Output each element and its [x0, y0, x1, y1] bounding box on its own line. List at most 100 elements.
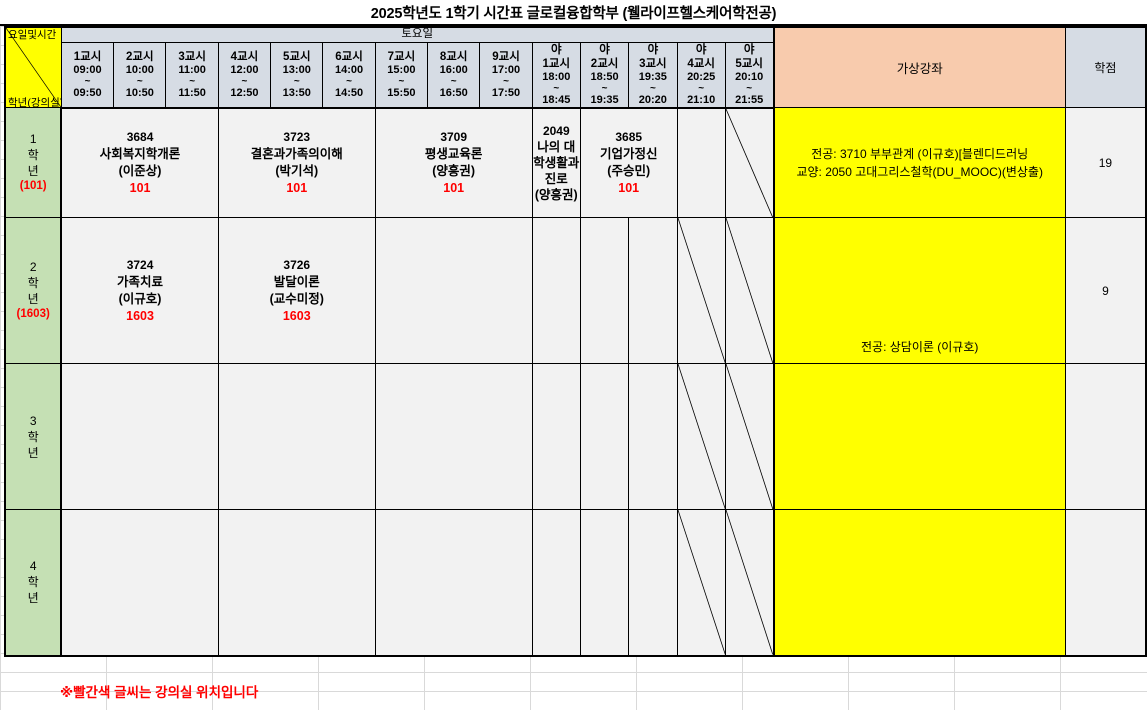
- blocked-cell-y1-e5: [724, 107, 775, 218]
- period-start: 18:00: [542, 70, 571, 83]
- period-tilde: ~: [698, 82, 705, 94]
- course-cell-y1-p7[interactable]: 3709 평생교육론 (양흥권) 101: [374, 107, 533, 218]
- period-start: 11:00: [178, 63, 206, 76]
- empty-cell-y3-e1[interactable]: [531, 363, 581, 510]
- period-tilde: ~: [346, 75, 352, 87]
- course-name: 사회복지학개론: [99, 146, 181, 161]
- year-char-nyeon: 년: [27, 591, 39, 606]
- course-cell-y1-e2[interactable]: 3685 기업가정신 (주승민) 101: [579, 107, 678, 218]
- corner-header-cell: 요일및시간 학년(강의실): [3, 26, 62, 108]
- empty-cell-y3-e3[interactable]: [628, 363, 678, 510]
- empty-cell-y4-p4[interactable]: [217, 509, 376, 657]
- period-tilde: ~: [503, 75, 509, 87]
- course-name: 결혼과가족의이해: [250, 146, 343, 161]
- period-evening-mark: 야: [647, 43, 659, 56]
- virtual-course-cell-y1[interactable]: 전공: 3710 부부관계 (이규호)[블렌디드러닝 교양: 2050 고대그리…: [772, 107, 1066, 218]
- course-name: 나의 대학생활과 진로: [533, 139, 580, 186]
- period-evening-mark: 야: [599, 43, 610, 56]
- timetable-grid: 요일및시간 학년(강의실) 토요일 가상강좌 학점 1교시 09:00 ~ 09…: [3, 26, 1147, 657]
- virtual-course-cell-y2[interactable]: 전공: 상담이론 (이규호): [772, 217, 1066, 364]
- blocked-cell-y3-e4: [676, 363, 726, 510]
- period-name: 8교시: [439, 50, 468, 63]
- virtual-course-header: 가상강좌: [772, 26, 1066, 108]
- year-number: 1: [29, 132, 37, 146]
- virtual-course-cell-y4[interactable]: [772, 509, 1066, 657]
- credit-header: 학점: [1064, 26, 1147, 108]
- empty-cell-y3-p1[interactable]: [60, 363, 219, 510]
- year-number: 2: [29, 260, 37, 274]
- course-professor: (양흥권): [432, 163, 476, 178]
- footer-note: ※빨간색 글씨는 강의실 위치입니다: [60, 685, 259, 700]
- period-end: 12:50: [230, 86, 259, 99]
- period-tilde: ~: [601, 82, 608, 94]
- empty-cell-y4-e1[interactable]: [531, 509, 581, 657]
- period-header-7: 7교시 15:00 ~ 15:50: [374, 41, 429, 109]
- empty-cell-y3-e2[interactable]: [579, 363, 630, 510]
- credit-cell-y2: 9: [1064, 217, 1147, 364]
- empty-cell-y4-p1[interactable]: [60, 509, 219, 657]
- credit-cell-y3: [1064, 363, 1147, 510]
- year-label-2: 2 학 년 (1603): [3, 217, 63, 364]
- course-cell-y2-p1[interactable]: 3724 가족치료 (이규호) 1603: [60, 217, 219, 364]
- period-evening-mark: 야: [551, 43, 562, 56]
- empty-cell-y2-e1[interactable]: [531, 217, 581, 364]
- empty-cell-y4-e3[interactable]: [628, 509, 678, 657]
- period-end: 11:50: [178, 86, 206, 99]
- period-header-evening-5: 야 5교시 20:10 ~ 21:55: [724, 41, 775, 109]
- course-name: 평생교육론: [424, 146, 483, 161]
- empty-cell-y1-e4[interactable]: [676, 107, 726, 218]
- period-start: 13:00: [282, 63, 311, 76]
- course-name: 가족치료: [117, 274, 164, 289]
- period-end: 15:50: [387, 86, 416, 99]
- period-name: 4교시: [687, 57, 715, 70]
- year-label-3: 3 학 년: [3, 363, 63, 510]
- course-name: 기업가정신: [599, 146, 658, 161]
- period-name: 3교시: [178, 50, 206, 63]
- empty-cell-y2-e3[interactable]: [628, 217, 678, 364]
- year-char-hak: 학: [27, 575, 39, 590]
- diagonal-strike-line: [678, 510, 725, 655]
- course-cell-y2-p4[interactable]: 3726 발달이론 (교수미정) 1603: [217, 217, 376, 364]
- period-header-1: 1교시 09:00 ~ 09:50: [60, 41, 115, 109]
- period-name: 2교시: [126, 50, 154, 63]
- year-char-nyeon: 년: [27, 164, 39, 178]
- course-cell-y1-p1[interactable]: 3684 사회복지학개론 (이준상) 101: [60, 107, 219, 218]
- blocked-cell-y2-e5: [724, 217, 775, 364]
- empty-cell-y4-p7[interactable]: [374, 509, 533, 657]
- course-cell-y1-e1[interactable]: 2049 나의 대학생활과 진로 (양흥권): [531, 107, 581, 218]
- period-start: 19:35: [638, 70, 667, 83]
- corner-diagonal-line: [6, 28, 61, 107]
- course-cell-y1-p4[interactable]: 3723 결혼과가족의이해 (박기석) 101: [217, 107, 376, 218]
- empty-cell-y3-p4[interactable]: [217, 363, 376, 510]
- period-evening-mark: 야: [743, 43, 755, 56]
- course-room: 101: [443, 180, 465, 195]
- period-tilde: ~: [241, 75, 248, 87]
- year-number: 4: [29, 559, 37, 574]
- header-day-row: 요일및시간 학년(강의실) 토요일 가상강좌 학점: [3, 26, 1147, 108]
- empty-cell-y3-p7[interactable]: [374, 363, 533, 510]
- period-end: 13:50: [282, 86, 311, 99]
- period-tilde: ~: [398, 75, 405, 87]
- course-code: 3726: [283, 257, 311, 272]
- course-code: 3723: [283, 129, 311, 144]
- course-code: 3684: [126, 129, 154, 144]
- virtual-course-line-major: 전공: 상담이론 (이규호): [861, 339, 979, 354]
- empty-cell-y2-e2[interactable]: [579, 217, 630, 364]
- period-name: 2교시: [590, 57, 619, 70]
- table-row-year-2: 2 학 년 (1603) 3724 가족치료 (이규호) 1603 3726 발…: [3, 217, 1147, 364]
- period-start: 20:25: [687, 70, 716, 83]
- period-tilde: ~: [553, 82, 560, 94]
- empty-cell-y4-e2[interactable]: [579, 509, 630, 657]
- empty-cell-y2-p7[interactable]: [374, 217, 533, 364]
- table-row-year-3: 3 학 년: [3, 363, 1147, 510]
- course-professor: (박기석): [275, 163, 319, 178]
- period-header-evening-4: 야 4교시 20:25 ~ 21:10: [676, 41, 726, 109]
- period-end: 19:35: [590, 93, 619, 106]
- period-end: 09:50: [73, 86, 102, 99]
- virtual-course-cell-y3[interactable]: [772, 363, 1066, 510]
- period-start: 12:00: [230, 63, 259, 76]
- period-tilde: ~: [293, 75, 300, 87]
- year-char-nyeon: 년: [27, 445, 39, 460]
- blocked-cell-y4-e5: [724, 509, 775, 657]
- period-end: 16:50: [439, 86, 468, 99]
